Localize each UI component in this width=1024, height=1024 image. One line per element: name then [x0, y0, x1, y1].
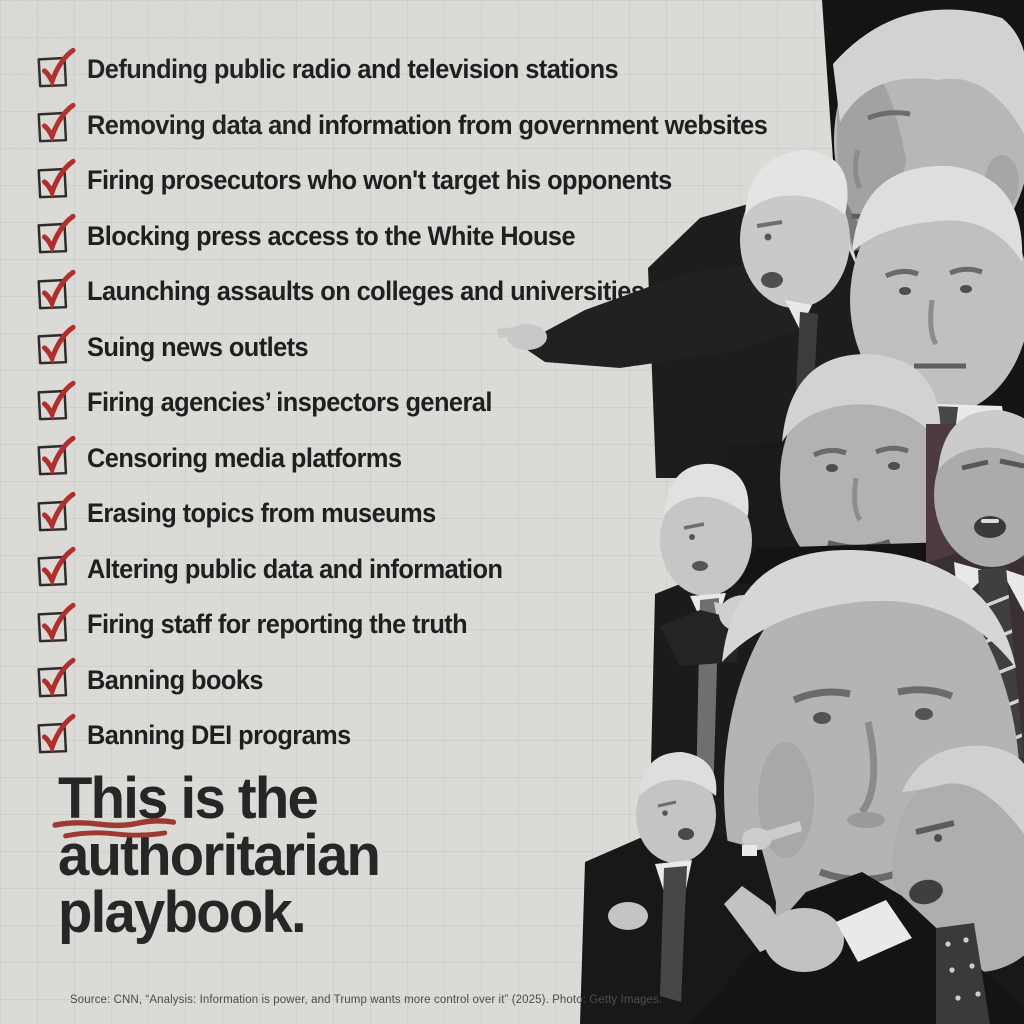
source-credit: Source: CNN, “Analysis: Information is p… [70, 994, 663, 1006]
checkbox-checked-icon [32, 713, 76, 755]
checklist-item-label: Firing staff for reporting the truth [87, 609, 468, 640]
checklist-item: Banning DEI programs [32, 708, 811, 764]
checkbox-checked-icon [32, 213, 76, 255]
checkbox-checked-icon [32, 546, 76, 588]
headline-line-2: authoritarian [58, 823, 381, 888]
checkbox-checked-icon [32, 324, 76, 366]
headline: This is the authoritarian playbook. [52, 770, 381, 945]
checkbox-checked-icon [32, 602, 76, 644]
red-underline-scribble-icon [52, 818, 177, 839]
checklist-item-label: Firing agencies’ inspectors general [87, 387, 492, 418]
checklist-item: Firing agencies’ inspectors general [32, 375, 811, 431]
checklist-item-label: Launching assaults on colleges and unive… [87, 276, 645, 307]
headline-highlight: This [52, 770, 177, 839]
checklist-item: Suing news outlets [32, 320, 811, 376]
checkbox-checked-icon [32, 435, 76, 477]
checklist-item: Launching assaults on colleges and unive… [32, 264, 811, 320]
checklist-item: Defunding public radio and television st… [32, 42, 811, 98]
checklist-item-label: Firing prosecutors who won't target his … [87, 165, 672, 196]
trump-photo-profile-pointing [690, 745, 1024, 1024]
checklist-item: Firing staff for reporting the truth [32, 597, 811, 653]
checkbox-checked-icon [32, 380, 76, 422]
checklist-item: Removing data and information from gover… [32, 98, 811, 154]
checklist-item-label: Erasing topics from museums [87, 498, 436, 529]
checkbox-checked-icon [32, 657, 76, 699]
checklist-item: Firing prosecutors who won't target his … [32, 153, 811, 209]
checkbox-checked-icon [32, 102, 76, 144]
checklist-item-label: Suing news outlets [87, 331, 309, 362]
headline-line-3: playbook. [58, 880, 307, 945]
checklist-item: Altering public data and information [32, 542, 811, 598]
checklist-item: Blocking press access to the White House [32, 209, 811, 265]
checklist-item-label: Removing data and information from gover… [87, 109, 768, 140]
checkbox-checked-icon [32, 158, 76, 200]
checklist-item-label: Blocking press access to the White House [87, 220, 576, 251]
checkbox-checked-icon [32, 47, 76, 89]
checkbox-checked-icon [32, 269, 76, 311]
checklist-item: Banning books [32, 653, 811, 709]
headline-line-1-rest: is the [166, 766, 319, 831]
headline-highlight-text: This [58, 766, 168, 831]
checklist-item-label: Defunding public radio and television st… [87, 54, 619, 85]
checklist-item: Censoring media platforms [32, 431, 811, 487]
checklist-item: Erasing topics from museums [32, 486, 811, 542]
checkbox-checked-icon [32, 491, 76, 533]
checklist-item-label: Banning DEI programs [87, 720, 351, 751]
trump-photo-speaking [580, 752, 802, 1024]
checklist: Defunding public radio and television st… [32, 42, 811, 764]
checklist-item-label: Banning books [87, 664, 264, 695]
checklist-item-label: Censoring media platforms [87, 442, 402, 473]
headline-line-1: This is the [52, 770, 379, 839]
checklist-item-label: Altering public data and information [87, 553, 503, 584]
